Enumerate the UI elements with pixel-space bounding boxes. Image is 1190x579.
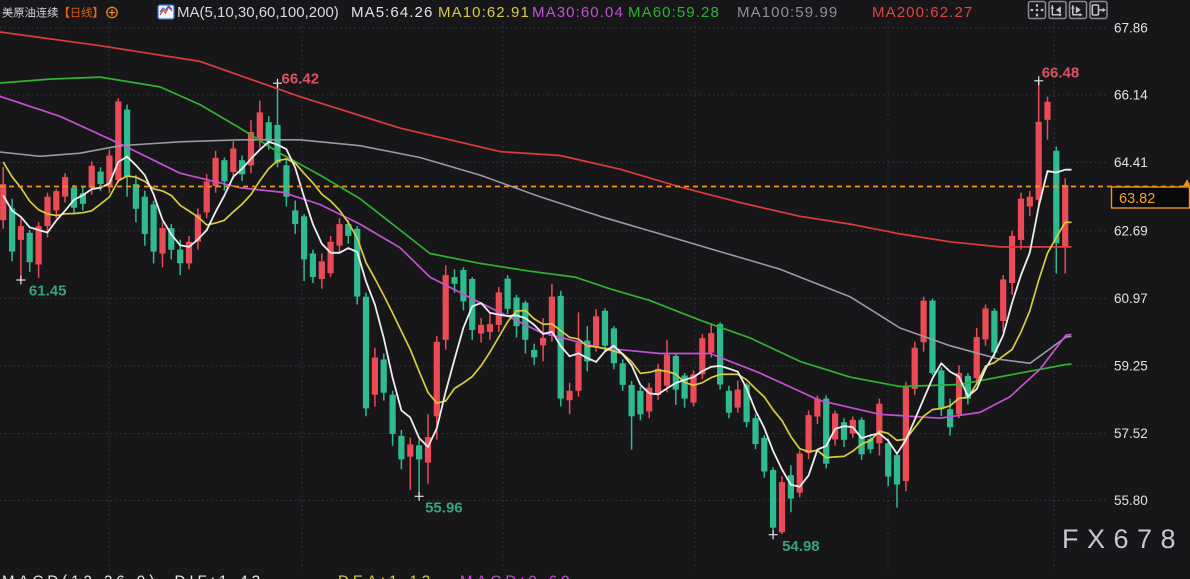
svg-text:66.14: 66.14 bbox=[1114, 88, 1148, 103]
svg-text:FX678: FX678 bbox=[1062, 524, 1184, 554]
svg-text:66.42: 66.42 bbox=[282, 71, 320, 88]
svg-text:MA200:62.27: MA200:62.27 bbox=[872, 4, 973, 21]
svg-text:62.69: 62.69 bbox=[1114, 224, 1148, 239]
svg-text:64.41: 64.41 bbox=[1114, 155, 1148, 170]
svg-text:61.45: 61.45 bbox=[29, 283, 67, 300]
svg-text:55.96: 55.96 bbox=[425, 500, 463, 517]
svg-text:60.97: 60.97 bbox=[1114, 291, 1148, 306]
svg-text:MA(5,10,30,60,100,200): MA(5,10,30,60,100,200) bbox=[177, 4, 339, 21]
svg-text:MA30:60.04: MA30:60.04 bbox=[532, 4, 624, 21]
svg-text:59.25: 59.25 bbox=[1114, 359, 1148, 374]
svg-text:MACD:0.60: MACD:0.60 bbox=[460, 573, 574, 579]
svg-text:67.86: 67.86 bbox=[1114, 20, 1148, 35]
svg-text:MA60:59.28: MA60:59.28 bbox=[628, 4, 720, 21]
svg-text:63.82: 63.82 bbox=[1119, 191, 1155, 207]
svg-text:57.52: 57.52 bbox=[1114, 426, 1148, 441]
svg-text:MA100:59.99: MA100:59.99 bbox=[737, 4, 838, 21]
svg-text:MA5:64.26: MA5:64.26 bbox=[351, 4, 433, 21]
svg-text:MA10:62.91: MA10:62.91 bbox=[438, 4, 530, 21]
svg-text:54.98: 54.98 bbox=[782, 538, 820, 555]
svg-text:66.48: 66.48 bbox=[1042, 65, 1080, 82]
svg-text:MACD(12,26,9) DIF:1.43: MACD(12,26,9) DIF:1.43 bbox=[2, 573, 264, 579]
svg-text:55.80: 55.80 bbox=[1114, 493, 1148, 508]
svg-text:DEA:1.13: DEA:1.13 bbox=[338, 573, 434, 579]
